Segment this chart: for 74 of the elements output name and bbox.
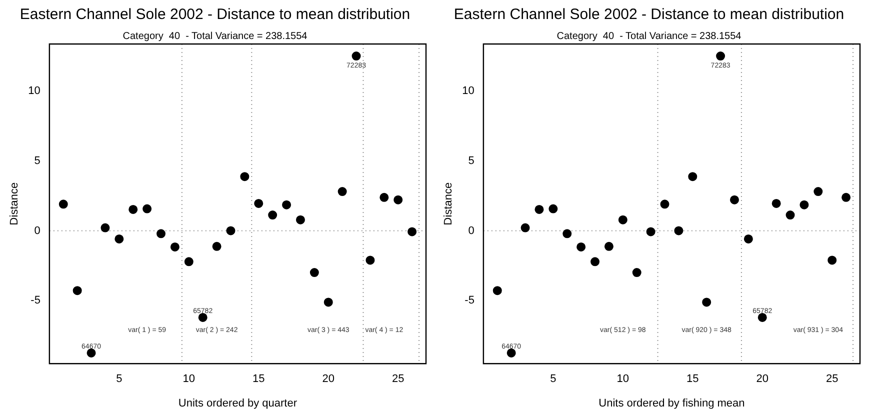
point xyxy=(128,204,138,214)
point xyxy=(380,192,389,202)
point xyxy=(492,286,502,296)
point xyxy=(730,195,739,204)
point xyxy=(268,210,278,220)
y-tick-label: 10 xyxy=(462,84,474,97)
x-tick-label: 15 xyxy=(686,373,699,386)
y-axis-title: Distance xyxy=(8,182,21,226)
x-tick-label: 10 xyxy=(182,373,196,386)
point xyxy=(772,198,781,208)
x-axis-title: Units ordered by fishing mean xyxy=(598,397,745,410)
point xyxy=(394,195,403,204)
y-tick-label: 0 xyxy=(468,224,474,237)
point xyxy=(324,298,333,307)
point xyxy=(114,234,124,244)
y-tick-label: -5 xyxy=(464,294,474,307)
y-tick-label: 5 xyxy=(34,154,40,167)
point xyxy=(212,242,222,251)
point xyxy=(688,172,698,182)
point xyxy=(310,268,319,278)
point xyxy=(142,204,152,214)
point xyxy=(716,52,726,61)
point xyxy=(562,229,572,238)
y-tick-label: 10 xyxy=(28,84,40,97)
point xyxy=(72,286,82,296)
chart-title: Eastern Channel Sole 2002 - Distance to mean distribution xyxy=(454,6,844,24)
point xyxy=(534,204,544,214)
point xyxy=(646,227,656,236)
chart-subtitle: Category 40 - Total Variance = 238.1554 xyxy=(556,30,742,42)
y-tick-label: -5 xyxy=(30,294,40,307)
point xyxy=(338,187,347,196)
point xyxy=(296,215,305,224)
x-tick-label: 25 xyxy=(826,373,838,386)
point xyxy=(366,256,375,265)
point xyxy=(814,187,823,196)
point xyxy=(660,200,670,209)
x-tick-label: 5 xyxy=(116,373,122,386)
point xyxy=(100,223,110,232)
chart-title: Eastern Channel Sole 2002 - Distance to mean distribution xyxy=(20,6,410,24)
point xyxy=(226,226,236,236)
point xyxy=(604,242,614,251)
point xyxy=(520,223,530,232)
point xyxy=(800,200,809,210)
point xyxy=(352,52,361,61)
x-tick-label: 15 xyxy=(252,373,265,386)
x-tick-label: 5 xyxy=(550,373,556,386)
x-tick-label: 20 xyxy=(756,373,768,386)
chart-subtitle: Category 40 - Total Variance = 238.1554 xyxy=(122,30,308,42)
point xyxy=(156,229,166,238)
point xyxy=(576,242,586,252)
x-tick-label: 10 xyxy=(616,373,630,386)
point xyxy=(828,256,837,265)
point xyxy=(786,210,795,220)
y-tick-label: 5 xyxy=(468,154,474,167)
point xyxy=(58,200,68,209)
point xyxy=(674,226,684,236)
point xyxy=(282,200,292,210)
point xyxy=(408,227,417,236)
x-tick-label: 20 xyxy=(322,373,334,386)
point xyxy=(254,198,264,208)
point xyxy=(618,215,628,224)
y-axis-title: Distance xyxy=(442,182,455,226)
point xyxy=(744,234,753,244)
x-axis-title: Units ordered by quarter xyxy=(178,397,298,410)
point xyxy=(590,257,600,266)
point xyxy=(240,172,250,182)
point xyxy=(170,242,180,252)
point xyxy=(548,204,558,214)
point xyxy=(702,298,712,307)
point xyxy=(632,268,642,278)
y-tick-label: 0 xyxy=(34,224,40,237)
x-tick-label: 25 xyxy=(392,373,404,386)
point xyxy=(184,257,194,266)
point xyxy=(842,192,851,202)
